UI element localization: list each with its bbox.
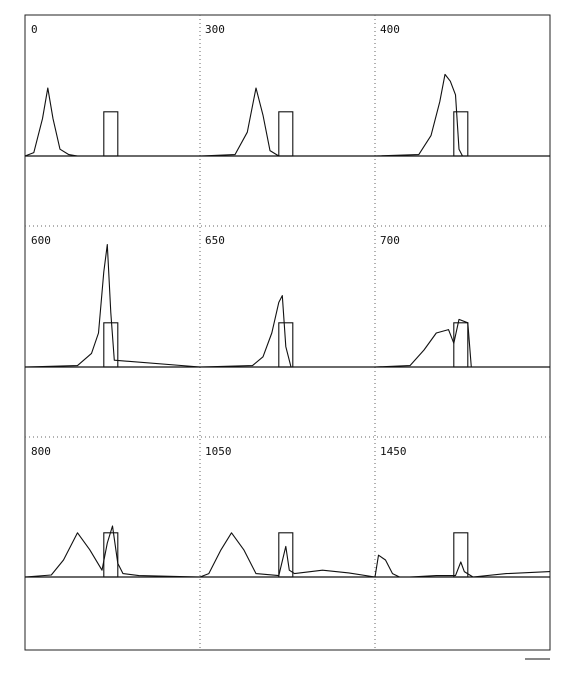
barrier-1 [278, 111, 294, 157]
wave-packet-6 [24, 525, 201, 578]
panel-8: 1450 [374, 445, 551, 578]
wave-packet-7 [199, 532, 376, 578]
panel-label-2: 400 [380, 23, 400, 36]
barrier-7 [278, 532, 294, 578]
panel-grid [24, 14, 551, 651]
panel-label-1: 300 [205, 23, 225, 36]
wave-packet-5 [374, 318, 550, 368]
wave-packet-2 [374, 73, 550, 157]
panel-6: 800 [24, 445, 201, 578]
panel-1: 300 [199, 23, 375, 157]
barrier-8 [453, 532, 469, 578]
panel-0: 0 [24, 23, 200, 157]
barrier-6 [103, 532, 119, 578]
panel-label-5: 700 [380, 234, 400, 247]
panel-label-7: 1050 [205, 445, 232, 458]
wave-packet-0 [24, 87, 200, 157]
figure-frame [24, 14, 551, 651]
wave-packet-3 [24, 244, 201, 368]
wave-packet-8 [374, 554, 551, 578]
panel-3: 600 [24, 234, 201, 368]
panel-label-0: 0 [31, 23, 38, 36]
panel-label-6: 800 [31, 445, 51, 458]
panel-5: 700 [374, 234, 550, 368]
panel-label-4: 650 [205, 234, 225, 247]
panel-7: 1050 [199, 445, 376, 578]
barrier-2 [453, 111, 469, 157]
wave-packet-1 [199, 87, 375, 157]
panel-4: 650 [199, 234, 375, 368]
barrier-4 [278, 322, 294, 368]
wave-packet-4 [199, 295, 375, 368]
barrier-5 [453, 322, 469, 368]
barrier-3 [103, 322, 119, 368]
barrier-0 [103, 111, 119, 157]
panel-2: 400 [374, 23, 550, 157]
panel-label-3: 600 [31, 234, 51, 247]
panel-label-8: 1450 [380, 445, 407, 458]
